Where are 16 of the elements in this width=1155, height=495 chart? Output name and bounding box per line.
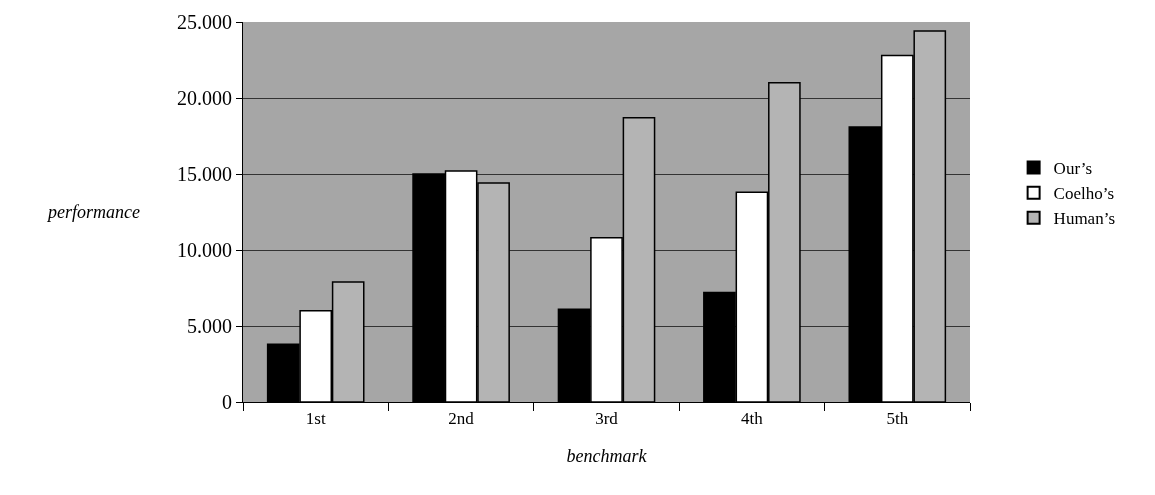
y-tick-label: 25.000 [176, 11, 232, 33]
legend-label: Our’s [1053, 159, 1093, 179]
y-tick-label: 0 [221, 391, 232, 413]
y-axis-title: performance [46, 202, 140, 222]
y-tick-label: 5.000 [186, 315, 232, 337]
x-tick-label: 3rd [595, 408, 619, 428]
legend-label: Human’s [1053, 209, 1116, 229]
x-tick-label: 2nd [448, 408, 475, 428]
y-tick-label: 20.000 [176, 87, 232, 109]
y-tick-label: 15.000 [176, 163, 232, 185]
x-tick-label: 5th [886, 408, 909, 428]
y-tick-label: 10.000 [176, 239, 232, 261]
x-axis-title: benchmark [566, 445, 648, 466]
legend-label: Coelho’s [1053, 184, 1115, 204]
x-tick-label: 4th [741, 408, 764, 428]
x-tick-label: 1st [305, 408, 326, 428]
